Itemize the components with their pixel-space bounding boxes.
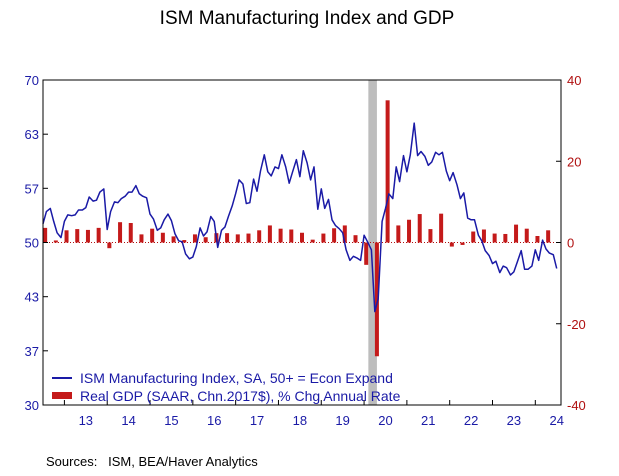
- gdp-bar: [385, 100, 390, 243]
- x-tick-label: 18: [293, 413, 307, 428]
- legend: ISM Manufacturing Index, SA, 50+ = Econ …: [52, 370, 401, 404]
- gdp-bar: [203, 237, 208, 243]
- ism-line-path: [42, 122, 558, 313]
- x-tick-label: 22: [464, 413, 478, 428]
- gdp-bar: [182, 240, 187, 243]
- gdp-bar: [246, 233, 251, 243]
- legend-gdp-label: Real GDP (SAAR, Chn.2017$), % Chg Annual…: [80, 388, 401, 404]
- gdp-bar: [546, 230, 551, 243]
- gdp-bar: [289, 229, 294, 243]
- left-tick-label: 70: [25, 73, 39, 88]
- gdp-bar: [374, 242, 379, 357]
- gdp-bar: [160, 232, 165, 243]
- gdp-bar: [396, 225, 401, 243]
- gdp-bar: [342, 225, 347, 243]
- gdp-bar: [118, 222, 123, 243]
- gdp-bar: [278, 228, 283, 243]
- gdp-bar: [407, 219, 412, 243]
- left-axis: 70 63 57 50 43 37 30: [25, 73, 48, 413]
- gdp-bar: [300, 232, 304, 243]
- gdp-bar: [171, 236, 176, 243]
- x-tick-label: 17: [250, 413, 264, 428]
- gdp-bar: [75, 229, 80, 243]
- x-axis: 13 14 15 16 17 18 19 20 21 22 23 24: [63, 400, 564, 428]
- right-tick-label: 0: [567, 236, 574, 251]
- right-axis: 40 20 0 -20 -40: [556, 73, 586, 413]
- gdp-bar: [53, 240, 58, 243]
- gdp-bar: [150, 228, 155, 243]
- gdp-bar: [107, 242, 112, 249]
- x-tick-label: 23: [507, 413, 521, 428]
- gdp-bars: [43, 100, 551, 357]
- gdp-bar: [460, 242, 465, 245]
- gdp-bar: [257, 230, 262, 243]
- gdp-bar: [235, 234, 240, 243]
- left-tick-label: 63: [25, 127, 39, 142]
- recession-shading-layer: [368, 80, 377, 405]
- x-tick-label: 20: [378, 413, 392, 428]
- right-tick-label: -40: [567, 398, 586, 413]
- gdp-bar: [43, 227, 48, 243]
- gdp-bar: [481, 229, 486, 243]
- right-tick-label: -20: [567, 317, 586, 332]
- gdp-bar: [449, 242, 454, 247]
- gdp-bar: [428, 229, 433, 243]
- gdp-bar: [96, 227, 101, 243]
- gdp-bar: [503, 233, 508, 243]
- x-tick-label: 14: [121, 413, 135, 428]
- legend-ism-label: ISM Manufacturing Index, SA, 50+ = Econ …: [80, 370, 393, 386]
- left-tick-label: 43: [25, 290, 39, 305]
- x-tick-label: 13: [79, 413, 93, 428]
- source-note: Sources: ISM, BEA/Haver Analytics: [46, 454, 258, 469]
- gdp-bar: [524, 228, 529, 243]
- gdp-bar: [267, 225, 272, 243]
- x-tick-label: 19: [335, 413, 349, 428]
- recession-shading: [368, 80, 377, 405]
- gdp-bar: [514, 224, 519, 243]
- gdp-bar: [439, 213, 444, 243]
- right-tick-label: 20: [567, 154, 581, 169]
- gdp-bar: [535, 236, 540, 243]
- x-tick-label: 15: [164, 413, 178, 428]
- gdp-bar: [192, 234, 197, 243]
- chart-title: ISM Manufacturing Index and GDP: [160, 8, 455, 29]
- gdp-bar: [364, 242, 369, 265]
- gdp-bar: [64, 230, 69, 243]
- left-tick-label: 37: [25, 344, 39, 359]
- gdp-bar: [353, 235, 358, 243]
- legend-bar-swatch: [52, 392, 72, 399]
- right-tick-label: 40: [567, 73, 581, 88]
- gdp-bar: [225, 233, 230, 243]
- x-tick-label: 24: [549, 413, 563, 428]
- left-tick-label: 57: [25, 181, 39, 196]
- gdp-bar: [471, 231, 476, 243]
- gdp-bar: [128, 223, 133, 243]
- gdp-bar: [417, 214, 422, 243]
- gdp-bar: [492, 233, 497, 243]
- x-tick-label: 21: [421, 413, 435, 428]
- gdp-bar: [321, 233, 326, 243]
- left-tick-label: 30: [25, 398, 39, 413]
- ism-line: [42, 122, 558, 313]
- x-tick-label: 16: [207, 413, 221, 428]
- gdp-bar: [85, 229, 90, 243]
- gdp-bar: [310, 239, 315, 243]
- left-tick-label: 50: [25, 236, 39, 251]
- gdp-bar: [332, 228, 337, 243]
- gdp-bar: [139, 234, 144, 243]
